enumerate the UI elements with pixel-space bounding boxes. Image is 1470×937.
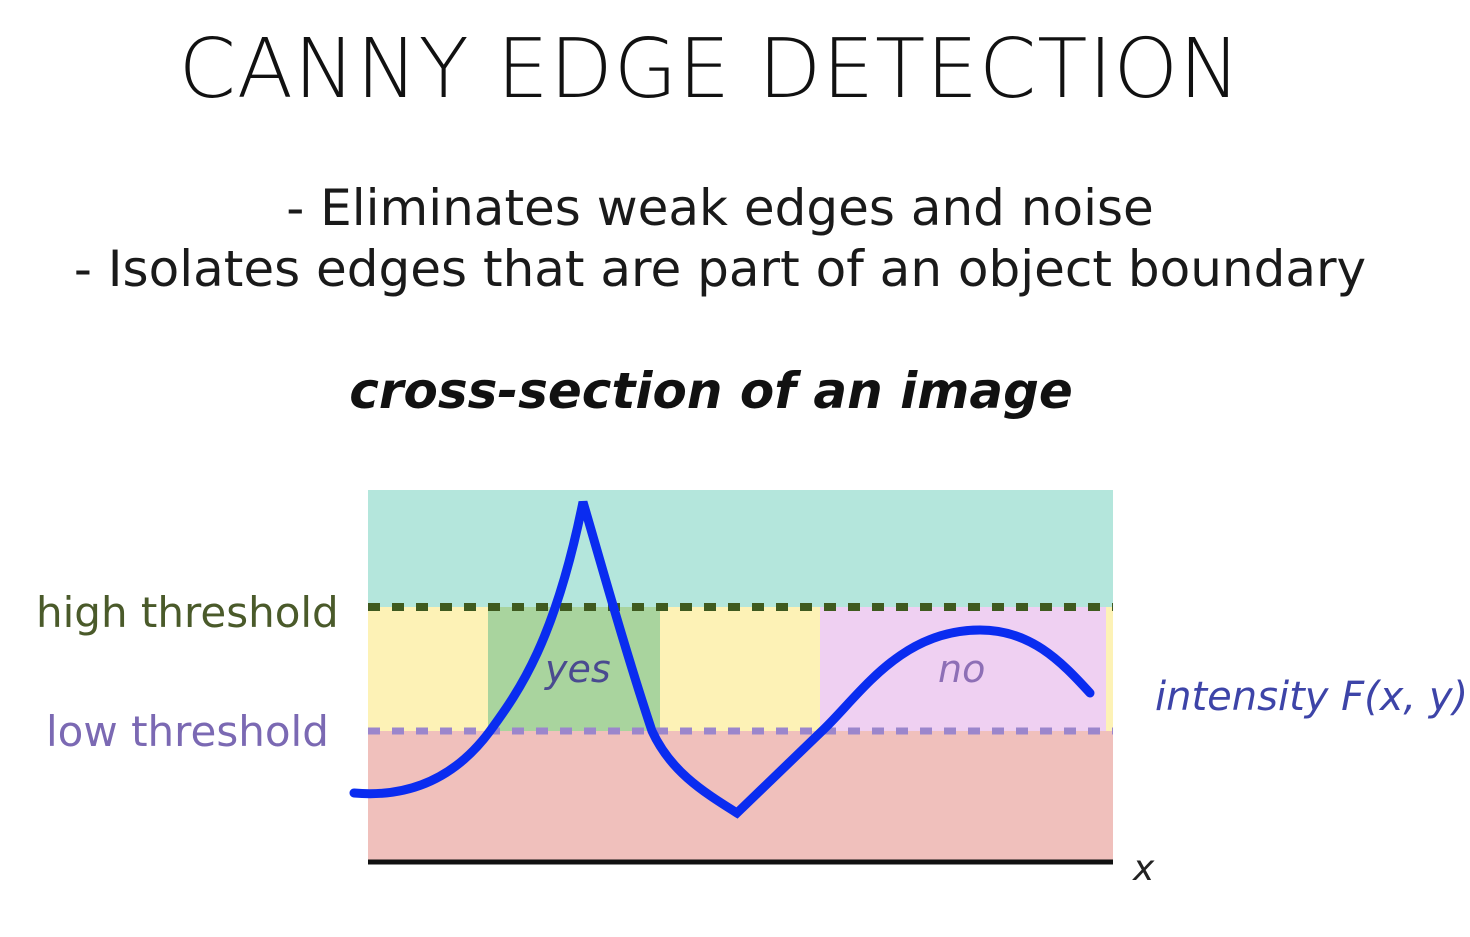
below-low-band (368, 731, 1113, 862)
high-threshold-label: high threshold (36, 588, 339, 637)
bullet-item: - Eliminates weak edges and noise (286, 179, 1154, 237)
no-label: no (938, 647, 985, 691)
yes-label: yes (544, 647, 611, 691)
low-threshold-label: low threshold (46, 707, 329, 756)
above-high-band (368, 490, 1113, 607)
x-axis-label: x (1132, 848, 1155, 889)
intensity-curve (349, 500, 1095, 819)
diagram-subtitle: cross-section of an image (349, 362, 1073, 420)
bullet-item: - Isolates edges that are part of an obj… (73, 240, 1367, 298)
slide-title: CANNY EDGE DETECTION (178, 22, 1242, 117)
bullet-list: - Eliminates weak edges and noise - Isol… (0, 178, 1440, 300)
intensity-label: intensity F(x, y) (1155, 674, 1468, 720)
